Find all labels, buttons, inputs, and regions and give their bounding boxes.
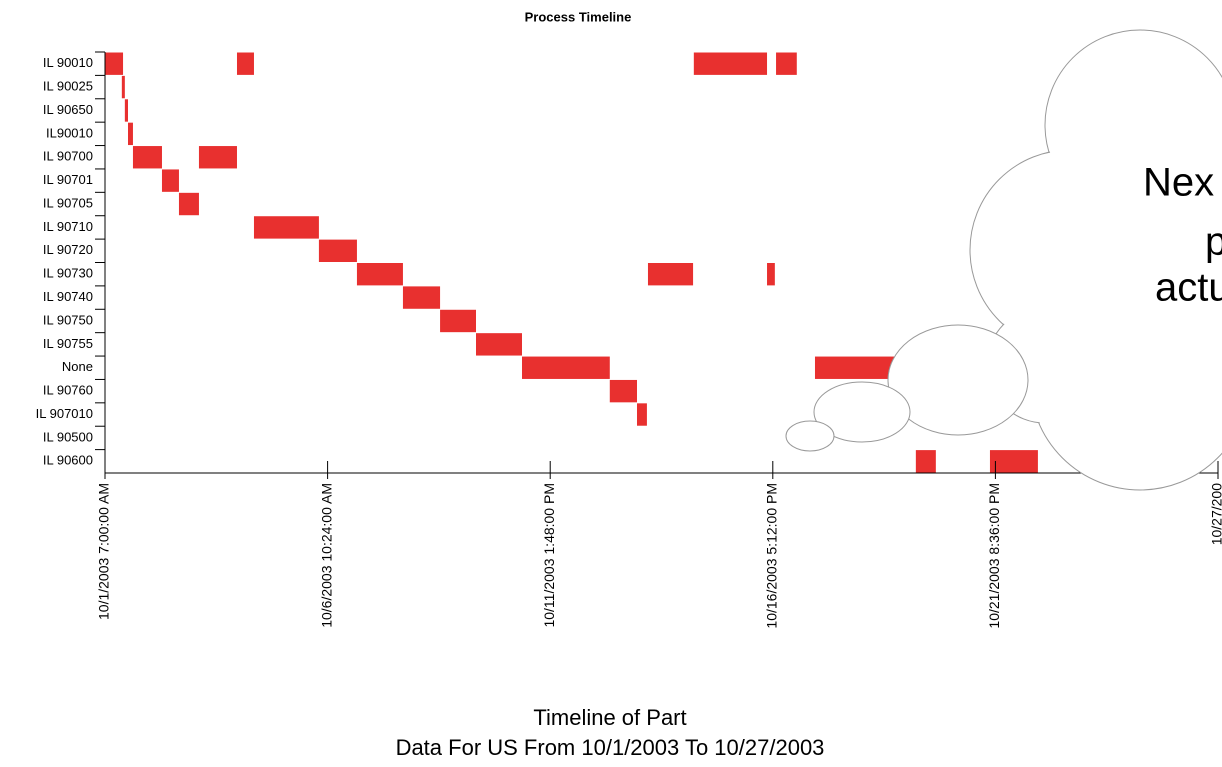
bar xyxy=(356,263,403,286)
y-tick-label: IL 90701 xyxy=(43,172,93,187)
y-tick-label: IL90010 xyxy=(46,125,93,140)
x-tick-label: 10/6/2003 10:24:00 AM xyxy=(318,483,334,628)
bar xyxy=(609,379,637,403)
bar xyxy=(636,403,647,426)
cloud-fill xyxy=(1081,101,1222,299)
x-axis-label: Timeline of Part xyxy=(533,705,686,730)
y-tick-label: IL 90740 xyxy=(43,289,93,304)
cloud-bubble xyxy=(887,324,1029,436)
bar xyxy=(989,450,1038,473)
y-tick-label: IL 90720 xyxy=(43,242,93,257)
x-tick-label: 10/21/2003 8:36:00 PM xyxy=(986,483,1002,629)
x-tick-label: 10/16/2003 5:12:00 PM xyxy=(764,483,780,629)
y-tick-label: IL 907010 xyxy=(36,406,93,421)
bar xyxy=(105,52,124,75)
chart-title: Process Timeline xyxy=(525,9,632,24)
y-tick-label: IL 90650 xyxy=(43,102,93,117)
cloud-bubble xyxy=(785,420,835,452)
bar xyxy=(178,192,199,216)
bar xyxy=(402,286,441,309)
bar xyxy=(198,146,237,169)
y-tick-label: IL 90755 xyxy=(43,336,93,351)
y-tick-label: IL 90700 xyxy=(43,149,93,164)
cloud-text: Nex xyxy=(1143,161,1214,205)
bar xyxy=(318,239,357,262)
cloud-text: p xyxy=(1205,220,1222,264)
bar xyxy=(814,356,900,379)
y-tick-label: IL 90600 xyxy=(43,453,93,468)
bar xyxy=(253,216,319,239)
bar xyxy=(124,99,128,122)
bar xyxy=(127,122,133,146)
cloud-bubble xyxy=(813,381,911,443)
x-tick-label: 10/11/2003 1:48:00 PM xyxy=(541,483,557,628)
bar xyxy=(132,146,162,169)
bar xyxy=(767,263,775,286)
x-tick-label: 10/1/2003 7:00:00 AM xyxy=(96,483,112,620)
bar xyxy=(521,356,610,379)
bar xyxy=(440,309,476,333)
x-tick-label: 10/27/200 xyxy=(1209,483,1222,545)
bar xyxy=(121,75,125,99)
bar xyxy=(647,263,694,286)
bar xyxy=(915,450,936,473)
y-tick-label: IL 90730 xyxy=(43,266,93,281)
cloud-text: actu xyxy=(1155,266,1222,310)
y-tick-label: IL 90760 xyxy=(43,383,93,398)
y-tick-label: IL 90705 xyxy=(43,195,93,210)
bar xyxy=(161,169,179,192)
y-tick-label: IL 90500 xyxy=(43,429,93,444)
y-tick-label: IL 90750 xyxy=(43,312,93,327)
bar xyxy=(776,52,797,75)
y-tick-label: IL 90710 xyxy=(43,219,93,234)
subtitle: Data For US From 10/1/2003 To 10/27/2003 xyxy=(396,735,825,760)
bar xyxy=(236,52,254,75)
bar xyxy=(693,52,768,75)
y-tick-label: IL 90025 xyxy=(43,79,93,94)
y-tick-label: None xyxy=(62,359,93,374)
plot-area: IL 90010 IL 90025 IL 90650 IL90010 IL 90700 I… xyxy=(36,51,1222,629)
y-tick-label: IL 90010 xyxy=(43,55,93,70)
bar xyxy=(476,333,522,356)
